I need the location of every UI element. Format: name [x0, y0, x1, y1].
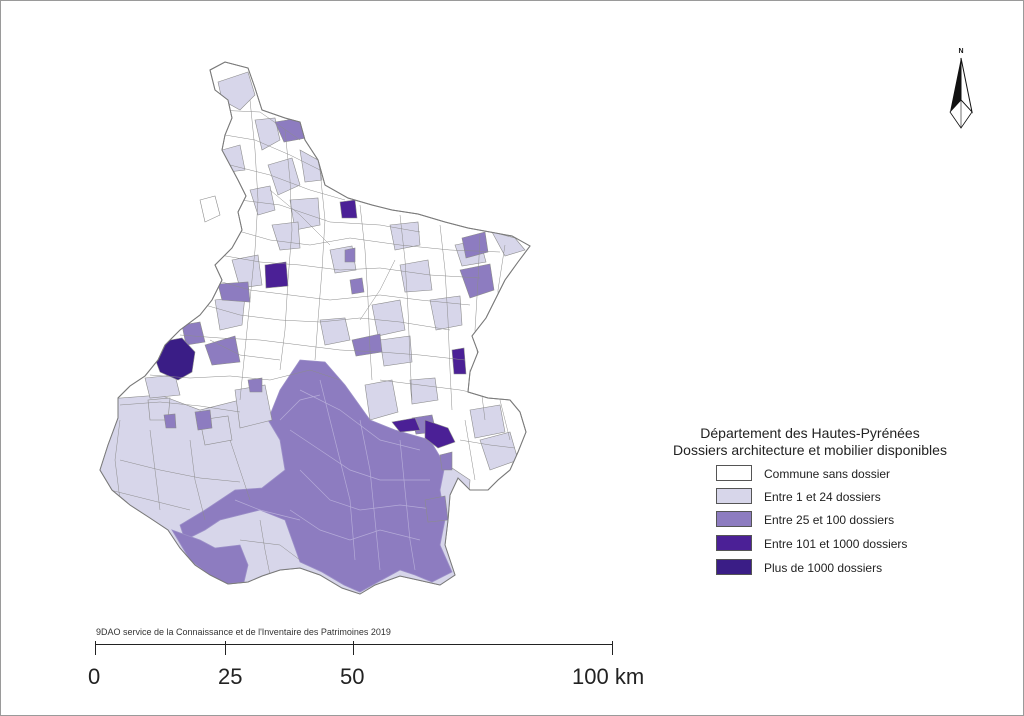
scale-tick: [612, 641, 613, 655]
legend-swatch: [716, 465, 752, 481]
scale-tick: [95, 641, 96, 655]
scale-label-100: 100 km: [572, 664, 645, 689]
north-label: N: [958, 48, 964, 55]
legend-swatch: [716, 535, 752, 551]
zone-medium-southwest: [171, 529, 249, 585]
zone-medium-mountain: [179, 359, 453, 593]
legend-label: Entre 25 et 100 dossiers: [764, 513, 895, 527]
legend-title-line1: Département des Hautes-Pyrénées: [700, 425, 920, 441]
commune-dark-4: [391, 417, 421, 433]
scale-bar: 0 25 50 100 km: [80, 636, 660, 696]
map-credit: 9DAO service de la Connaissance et de l'…: [96, 627, 391, 637]
scale-tick: [225, 641, 226, 655]
legend-label: Plus de 1000 dossiers: [764, 561, 883, 575]
legend-label: Entre 1 et 24 dossiers: [764, 490, 881, 504]
scale-tick: [353, 641, 354, 655]
detached-commune: [199, 195, 221, 223]
scale-label-50: 50: [340, 664, 365, 689]
legend-swatch: [716, 488, 752, 504]
commune-dark-3: [451, 347, 467, 375]
scale-label-0: 0: [88, 664, 101, 689]
commune-dark-5: [424, 419, 456, 449]
commune-dark-2: [264, 261, 289, 289]
north-arrow: N: [944, 48, 978, 130]
commune-dark-1: [339, 199, 358, 219]
legend-swatch: [716, 511, 752, 527]
department-outline: [99, 61, 531, 595]
legend-title: Département des Hautes-Pyrénées Dossiers…: [640, 425, 980, 459]
scale-label-25: 25: [218, 664, 243, 689]
legend-label: Commune sans dossier: [764, 467, 891, 481]
legend-title-line2: Dossiers architecture et mobilier dispon…: [673, 442, 947, 458]
legend-swatch: [716, 559, 752, 575]
legend-label: Entre 101 et 1000 dossiers: [764, 537, 908, 551]
scale-line: [95, 644, 613, 645]
north-arrow-icon: [949, 57, 973, 129]
